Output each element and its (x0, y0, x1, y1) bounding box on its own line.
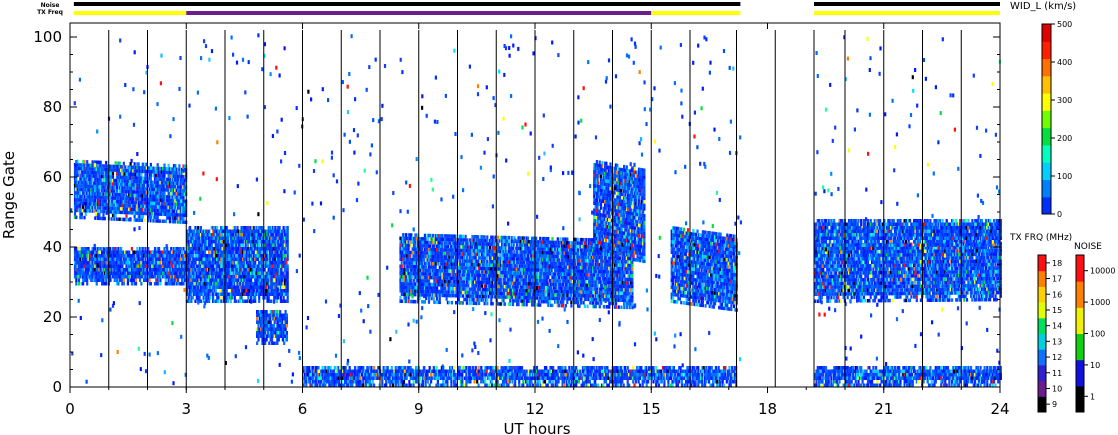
y-tick-label: 60 (43, 168, 62, 186)
x-tick-label: 3 (181, 400, 191, 418)
colorbar-tick-label: 100 (1057, 172, 1072, 181)
txfreq-bar-segment (186, 11, 652, 15)
colorbar-tick-label: 13 (1052, 337, 1062, 346)
colorbar-swatch (1038, 255, 1046, 272)
colorbar-tick-label: 1000 (1090, 298, 1110, 307)
colorbar-tick-label: 17 (1052, 275, 1062, 284)
colorbar-swatch (1038, 302, 1046, 319)
echo-band-region (256, 310, 288, 345)
colorbar-swatch (1042, 41, 1051, 60)
colorbar-tick-label: 10 (1090, 361, 1100, 370)
colorbar-tick-label: 16 (1052, 290, 1062, 299)
colorbar-swatch (1038, 380, 1046, 397)
colorbar-tick-label: 9 (1052, 400, 1057, 409)
width-colorbar: 0 100 200 300 400 500 (1041, 20, 1072, 219)
y-tick-label: 80 (43, 98, 62, 116)
x-tick-label: 6 (298, 400, 308, 418)
width-colorbar-label: WID_L (km/s) (1010, 1, 1076, 12)
x-tick-label: 9 (414, 400, 424, 418)
echo-band-region (399, 233, 634, 310)
x-tick-label: 18 (758, 400, 777, 418)
colorbar-tick-label: 100 (1090, 330, 1105, 339)
txfreq-colorbar: 9 10 11 12 13 14 15 16 17 18 (1037, 254, 1062, 413)
colorbar-tick-label: 200 (1057, 134, 1072, 143)
noise-colorbar-label: NOISE (1074, 242, 1102, 252)
txfreq-colorbar-label: TX FRQ (MHz) (1009, 233, 1072, 243)
plot-frame: 0 3 6 9 12 15 18 21 24 0 20 40 60 80 100 (33, 22, 1010, 418)
colorbar-swatch (1038, 333, 1046, 350)
colorbar-swatch (1042, 196, 1051, 215)
colorbar-tick-label: 15 (1052, 306, 1062, 315)
colorbar-tick-label: 500 (1057, 20, 1072, 29)
ground-scatter-region (814, 366, 1002, 387)
x-axis-label: UT hours (503, 420, 570, 435)
echo-band-region (814, 219, 1002, 247)
x-tick-label: 15 (642, 400, 661, 418)
colorbar-swatch (1038, 364, 1046, 382)
colorbar-swatch (1038, 317, 1046, 334)
colorbars: 0 100 200 300 400 500 9 10 11 12 13 14 15 16 17 18 1 10 10… (1037, 20, 1115, 413)
colorbar-swatch (1038, 270, 1046, 287)
txfreq-bar-label: TX Freq (37, 9, 63, 16)
colorbar-swatch (1042, 179, 1051, 198)
colorbar-swatch (1042, 75, 1051, 94)
y-tick-label: 0 (52, 378, 62, 396)
colorbar-swatch (1076, 385, 1084, 413)
noise-colorbar: 1 10 100 1000 10000 (1075, 254, 1115, 413)
colorbar-tick-label: 10 (1052, 384, 1062, 393)
colorbar-swatch (1042, 24, 1051, 42)
colorbar-swatch (1042, 58, 1051, 77)
colorbar-swatch (1042, 110, 1051, 129)
top-status-bars (73, 2, 1000, 15)
colorbar-swatch (1042, 93, 1051, 111)
colorbar-tick-label: 0 (1057, 210, 1062, 219)
y-tick-label: 40 (43, 238, 62, 256)
x-tick-label: 0 (65, 400, 75, 418)
colorbar-tick-label: 14 (1052, 322, 1062, 331)
echo-band-region (186, 226, 289, 303)
colorbar-tick-label: 400 (1057, 58, 1072, 67)
colorbar-swatch (1076, 359, 1084, 387)
x-tick-label: 12 (525, 400, 544, 418)
colorbar-tick-label: 10000 (1090, 267, 1115, 276)
txfreq-bar-segment (651, 11, 741, 15)
colorbar-swatch (1038, 349, 1046, 366)
colorbar-swatch (1042, 144, 1051, 163)
y-tick-label: 100 (33, 28, 62, 46)
colorbar-frame (1041, 23, 1052, 215)
colorbar-tick-label: 300 (1057, 96, 1072, 105)
x-tick-label: 24 (990, 400, 1009, 418)
colorbar-swatch (1038, 396, 1046, 413)
colorbar-tick-label: 1 (1090, 392, 1095, 401)
colorbar-tick-label: 11 (1052, 369, 1062, 378)
colorbar-swatch (1076, 307, 1084, 334)
noise-bar-segment (814, 2, 1000, 6)
noise-bar-segment (73, 2, 741, 6)
y-tick-label: 20 (43, 308, 62, 326)
colorbar-swatch (1038, 286, 1046, 303)
echo-band-region (814, 238, 1002, 303)
ground-scatter-region (302, 366, 738, 387)
y-axis-label: Range Gate (0, 151, 18, 239)
colorbar-frame (1037, 254, 1047, 413)
plot-area (70, 33, 1002, 387)
colorbar-swatch (1042, 162, 1051, 180)
echo-band-region (593, 160, 646, 264)
colorbar-tick-label: 18 (1052, 259, 1062, 268)
colorbar-swatch (1076, 255, 1084, 282)
noise-bar-label: Noise (41, 2, 60, 9)
colorbar-tick-label: 12 (1052, 353, 1062, 362)
colorbar-swatch (1076, 281, 1084, 308)
scatter-echoes (70, 33, 1001, 386)
echo-band-region (670, 226, 738, 312)
txfreq-bar-segment (73, 11, 187, 15)
colorbar-swatch (1076, 333, 1084, 361)
txfreq-bar-segment (814, 11, 1000, 15)
colorbar-swatch (1042, 127, 1051, 146)
x-tick-label: 21 (874, 400, 893, 418)
